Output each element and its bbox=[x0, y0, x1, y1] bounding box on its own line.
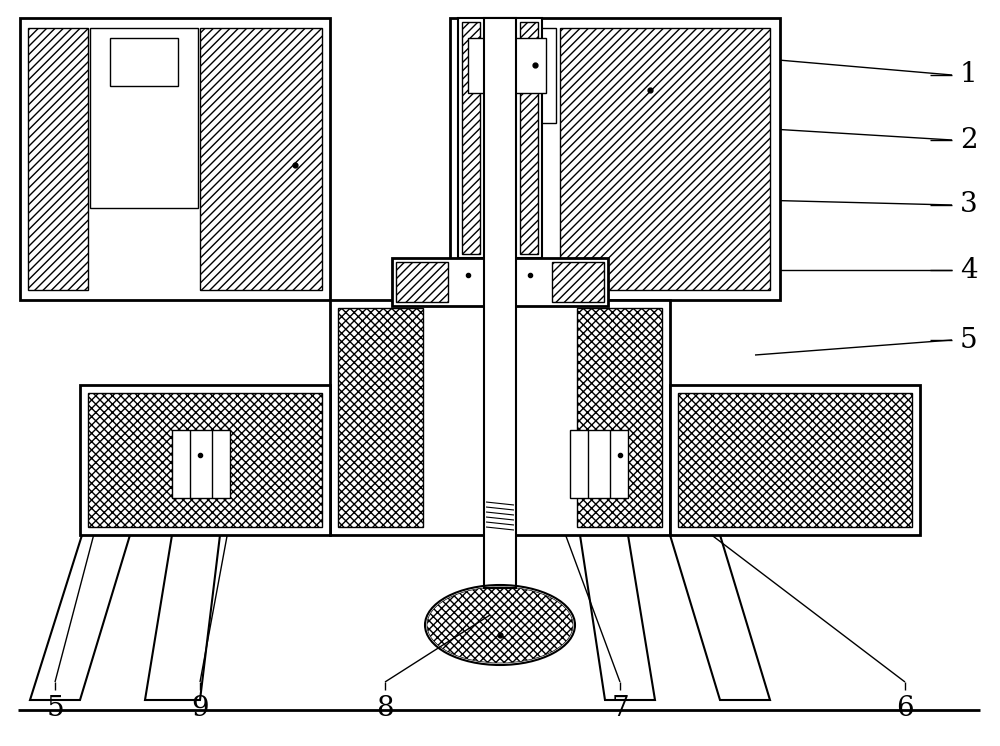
Polygon shape bbox=[145, 535, 220, 700]
Polygon shape bbox=[670, 535, 770, 700]
Text: 2: 2 bbox=[960, 127, 978, 154]
Bar bbox=[570, 430, 628, 498]
Bar bbox=[670, 385, 920, 535]
Text: 5: 5 bbox=[960, 327, 978, 354]
Bar bbox=[458, 28, 556, 123]
Bar bbox=[560, 28, 770, 290]
Bar bbox=[80, 385, 330, 535]
Text: 8: 8 bbox=[376, 695, 394, 722]
Polygon shape bbox=[580, 535, 655, 700]
Bar bbox=[678, 393, 912, 527]
Text: 3: 3 bbox=[960, 192, 978, 219]
Bar bbox=[338, 308, 423, 527]
Bar bbox=[28, 28, 88, 290]
Bar bbox=[520, 22, 538, 254]
Bar bbox=[458, 18, 542, 258]
Text: 7: 7 bbox=[611, 695, 629, 722]
Polygon shape bbox=[30, 535, 130, 700]
Bar bbox=[577, 308, 662, 527]
Bar bbox=[90, 28, 198, 208]
Text: 4: 4 bbox=[960, 257, 978, 283]
Bar bbox=[330, 300, 670, 535]
Text: 5: 5 bbox=[46, 695, 64, 722]
Bar bbox=[392, 258, 608, 306]
Bar bbox=[468, 38, 546, 93]
Bar bbox=[552, 262, 604, 302]
Bar bbox=[462, 22, 480, 254]
Bar bbox=[484, 18, 516, 588]
Bar bbox=[200, 28, 322, 290]
Text: 9: 9 bbox=[191, 695, 209, 722]
Bar bbox=[88, 393, 322, 527]
Bar bbox=[396, 262, 448, 302]
Bar bbox=[110, 38, 178, 86]
Text: 6: 6 bbox=[896, 695, 914, 722]
Text: 1: 1 bbox=[960, 61, 978, 89]
Bar bbox=[20, 18, 330, 300]
Bar bbox=[450, 18, 780, 300]
Bar bbox=[172, 430, 230, 498]
